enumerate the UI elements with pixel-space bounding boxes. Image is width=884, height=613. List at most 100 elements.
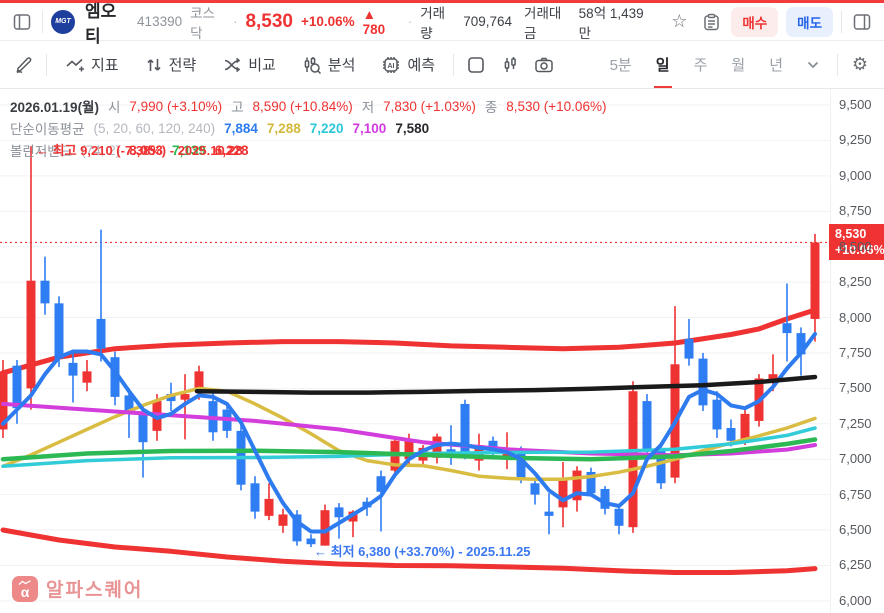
timeframe-year[interactable]: 년 — [769, 57, 783, 74]
separator-dot: · — [233, 14, 238, 29]
shuffle-icon — [225, 57, 241, 72]
legend-item: 7,990 (+3.10%) — [129, 98, 223, 114]
alphasquare-logo-icon: α — [12, 575, 38, 602]
timeframe-selector: 5분 일 주 월 년 — [608, 41, 821, 88]
sort-arrows-icon — [147, 58, 161, 71]
header: MGT 엠오티 413390 코스닥 · 8,530 +10.06% ▲ 780… — [0, 2, 884, 46]
trade-value: 58억 1,439만 — [578, 5, 644, 41]
toolbar-item-predict[interactable]: AI 예측 — [373, 54, 443, 75]
toolbar-item-indicators[interactable]: 지표 — [57, 54, 127, 75]
legend-item: 볼린저밴드 — [10, 144, 73, 159]
candlestick-type-icon[interactable] — [498, 53, 522, 77]
stock-code: 413390 — [137, 14, 183, 29]
market-label: 코스닥 — [190, 5, 215, 41]
legend-item: 단순이동평균 — [10, 122, 85, 137]
change-amount: ▲ 780 — [362, 6, 386, 37]
y-axis-label: 7,000 — [839, 451, 872, 467]
legend-item: 7,220 — [309, 120, 344, 136]
divider — [453, 53, 455, 76]
up-arrow-icon: ▲ — [362, 6, 377, 22]
legend-item: 7,100 — [352, 120, 387, 136]
toolbar-item-strategy[interactable]: 전략 — [137, 54, 205, 75]
divider — [841, 10, 842, 33]
y-axis-label: 9,500 — [839, 97, 872, 112]
legend-item: 종 — [484, 100, 498, 115]
divider — [42, 10, 43, 33]
low-marker: ← 최저 6,380 (+33.70%) - 2025.11.25 — [314, 544, 531, 559]
buy-button[interactable]: 매수 — [731, 6, 779, 37]
legend-row: 단순이동평균 (5, 20, 60, 120, 240) 7,884 7,288 7,2… — [10, 117, 606, 139]
legend-item: 7,830 (+1.03%) — [383, 98, 476, 114]
news-clipboard-icon[interactable] — [699, 10, 723, 34]
y-axis-label: 8,250 — [839, 274, 872, 290]
candlestick-chart[interactable] — [0, 89, 830, 613]
timeframe-month[interactable]: 월 — [731, 57, 746, 74]
change-percent: +10.06% — [300, 14, 355, 29]
stock-logo: MGT — [51, 9, 75, 34]
separator-dot: · — [407, 14, 413, 29]
ai-chip-icon: AI — [383, 56, 400, 73]
legend-row: 2026.01.19(월) 시 7,990 (+3.10%) 고 8,590 (+10.… — [10, 95, 606, 117]
divider — [46, 53, 47, 76]
chart-pane[interactable]: 2026.01.19(월) 시 7,990 (+3.10%) 고 8,590 (+10.… — [0, 89, 884, 613]
legend-row: 볼린저밴드 (74, 2) 8,053 7,139 6,228 — [10, 139, 606, 161]
legend-item: (74, 2) — [81, 142, 121, 158]
trade-value-label: 거래대금 — [524, 5, 562, 41]
y-axis-label: 6,500 — [839, 522, 872, 538]
volume-label: 거래량 — [420, 5, 446, 41]
chart-style-icon[interactable] — [464, 53, 488, 77]
line-chart-plus-icon — [66, 58, 84, 71]
y-axis-label: 8,750 — [839, 203, 872, 219]
legend-item: 7,288 — [266, 120, 301, 136]
legend-item: 고 — [231, 100, 244, 115]
timeframe-day[interactable]: 일 — [653, 41, 672, 88]
y-axis-label: 9,000 — [839, 167, 872, 183]
chevron-down-icon[interactable] — [805, 53, 821, 77]
right-panel-toggle-icon[interactable] — [850, 10, 874, 34]
legend-item: 2026.01.19(월) — [10, 100, 99, 115]
y-axis-label: 8,000 — [839, 309, 872, 325]
volume-value: 709,764 — [463, 14, 513, 29]
y-axis-label: 6,750 — [839, 486, 872, 502]
price-axis[interactable]: 8,530 +10.06% 9,500 9,250 9,000 8,750 8,500 8… — [829, 89, 884, 613]
legend-item: 6,228 — [214, 142, 249, 158]
badge-change: +10.06% — [835, 243, 884, 258]
legend-item: 7,580 — [395, 120, 430, 136]
current-price-badge: 8,530 +10.06% — [829, 224, 884, 261]
legend-item: 8,590 (+10.84%) — [252, 98, 353, 114]
legend-item: 8,053 — [129, 142, 163, 158]
y-axis-label: 7,500 — [839, 380, 872, 396]
high-marker: ← 최고 9,210 (-7.38%) - 2025.10.28 — [36, 143, 243, 158]
stock-name: 엠오티 — [85, 1, 117, 46]
candle-search-icon — [304, 56, 321, 74]
chart-toolbar: 지표 전략 비교 분석 AI 예측 5분 일 주 월 년 ⚙ — [0, 41, 884, 89]
camera-snapshot-icon[interactable] — [532, 53, 556, 77]
brand-watermark: α 알파스퀘어 — [12, 575, 143, 602]
legend-item: 7,139 — [171, 142, 206, 158]
y-axis-label: 7,250 — [839, 415, 872, 431]
top-accent-bar — [0, 0, 884, 3]
y-axis-label: 9,250 — [839, 132, 872, 148]
y-axis-label: 6,250 — [839, 557, 872, 573]
chart-legend: 2026.01.19(월) 시 7,990 (+3.10%) 고 8,590 (+10.… — [10, 95, 606, 161]
svg-text:AI: AI — [388, 63, 395, 70]
legend-item: 7,884 — [224, 120, 258, 136]
sell-button[interactable]: 매도 — [786, 6, 833, 37]
settings-gear-icon[interactable]: ⚙ — [851, 54, 869, 74]
left-panel-toggle-icon[interactable] — [10, 10, 34, 34]
toolbar-item-analysis[interactable]: 분석 — [294, 54, 364, 75]
badge-price: 8,530 — [835, 227, 867, 242]
y-axis-label: 7,750 — [839, 344, 872, 360]
favorite-star-icon[interactable]: ☆ — [671, 11, 688, 31]
y-axis-label: 6,000 — [839, 592, 872, 608]
draw-pencil-icon[interactable] — [12, 53, 36, 77]
legend-item: (5, 20, 60, 120, 240) — [93, 120, 216, 136]
timeframe-week[interactable]: 주 — [693, 57, 708, 74]
timeframe-5min[interactable]: 5분 — [609, 57, 632, 74]
legend-item: 8,530 (+10.06%) — [506, 98, 607, 114]
divider — [837, 53, 838, 76]
legend-item: 저 — [361, 100, 375, 115]
y-axis-label: 8,500 — [839, 238, 872, 254]
toolbar-item-compare[interactable]: 비교 — [214, 54, 284, 75]
legend-item: 시 — [107, 100, 121, 115]
